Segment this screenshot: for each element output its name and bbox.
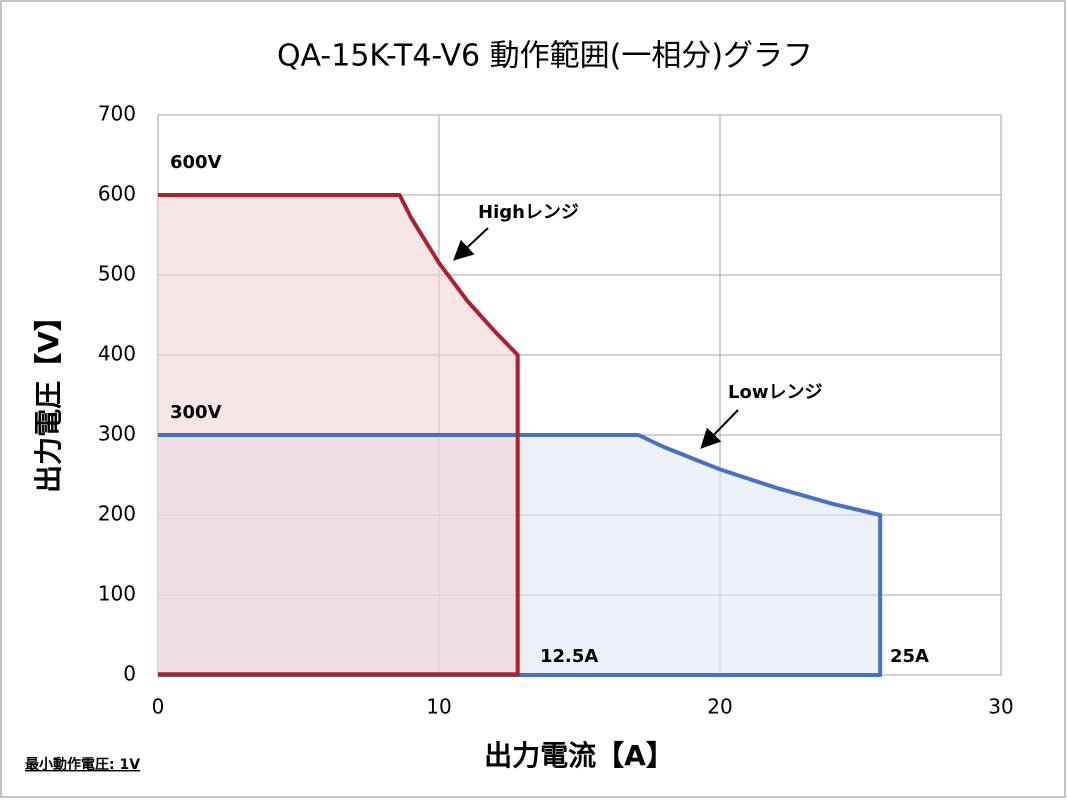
- x-tick-label: 20: [707, 695, 732, 719]
- annotation: 25A: [890, 646, 929, 667]
- y-tick-label: 200: [98, 502, 136, 526]
- y-tick-label: 100: [98, 582, 136, 606]
- y-axis-title: 出力電圧【V】: [32, 303, 65, 493]
- x-axis-title: 出力電流【A】: [484, 739, 674, 772]
- plot-area: 0 100 200 300 400 500 600 700 0 10 20 30: [98, 102, 1014, 719]
- x-tick-label: 0: [152, 695, 165, 719]
- series-label: Highレンジ: [478, 202, 579, 223]
- footnote: 最小動作電圧: 1V: [25, 756, 140, 773]
- arrow: [700, 409, 739, 449]
- y-tick-label: 500: [98, 262, 136, 286]
- y-tick-label: 700: [98, 102, 136, 126]
- series-line: [158, 433, 883, 677]
- series-label: Lowレンジ: [728, 382, 822, 403]
- x-tick-label: 30: [988, 695, 1013, 719]
- y-tick-label: 300: [98, 422, 136, 446]
- annotation: 300V: [170, 402, 222, 423]
- series-line: [158, 193, 520, 677]
- y-tick-label: 400: [98, 342, 136, 366]
- annotation: 600V: [170, 152, 222, 173]
- x-tick-label: 10: [426, 695, 451, 719]
- annotation: 12.5A: [540, 646, 598, 667]
- chart-title: QA-15K-T4-V6 動作範囲(一相分)グラフ: [277, 39, 813, 74]
- y-tick-label: 0: [123, 662, 136, 686]
- arrow: [453, 227, 489, 261]
- y-tick-label: 600: [98, 182, 136, 206]
